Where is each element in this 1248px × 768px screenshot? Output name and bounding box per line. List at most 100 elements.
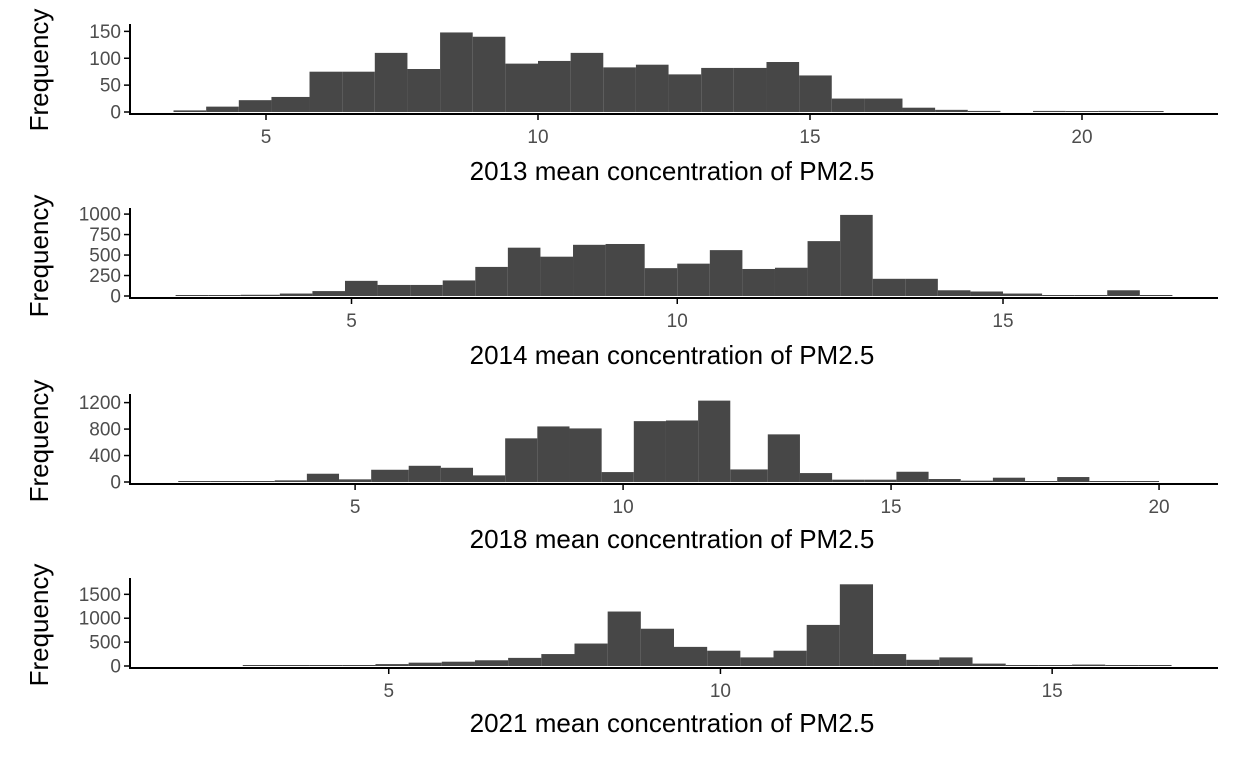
histogram-bar (698, 400, 731, 482)
histogram-bar (935, 109, 968, 112)
histogram-bar (928, 479, 961, 482)
histogram-bar (635, 64, 669, 112)
histogram-bar (939, 657, 973, 666)
x-tick-label: 5 (346, 311, 357, 332)
histogram-bar (707, 650, 741, 666)
histogram-bar (840, 214, 873, 296)
histogram-bar (668, 74, 702, 113)
histogram-bar (601, 472, 634, 482)
histogram-bar (374, 52, 408, 113)
histogram-panel-2: 0 400 800 1200 5 10 15 20 2018 mean concentratio… (24, 380, 1218, 554)
histogram-bar (274, 480, 307, 482)
histogram-bar (1130, 111, 1164, 112)
histogram-bar (873, 654, 907, 666)
histogram-bar (342, 71, 375, 112)
histogram-bar (342, 665, 376, 666)
y-axis-title: Frequency (24, 380, 54, 503)
y-tick-label: 1000 (79, 609, 121, 630)
x-tick-label: 5 (261, 127, 272, 148)
x-tick-label: 10 (710, 681, 731, 702)
histogram-bar (1003, 293, 1043, 296)
histogram-bar (773, 650, 807, 666)
histogram-bar (505, 438, 538, 482)
histogram-bar (767, 434, 800, 482)
histogram-bar (740, 657, 774, 666)
histogram-bar (832, 479, 865, 482)
histogram-bar (799, 473, 833, 482)
y-tick-label: 150 (89, 22, 121, 43)
bars (178, 400, 1160, 482)
y-tick-label: 0 (110, 287, 121, 308)
x-axis-title: 2021 mean concentration of PM2.5 (470, 708, 875, 738)
histogram-bar (573, 244, 606, 296)
histogram-bar (1042, 295, 1075, 296)
histogram-bar (240, 294, 280, 296)
histogram-bar (1074, 295, 1108, 296)
histogram-bar (508, 657, 542, 666)
y-tick-label: 500 (89, 633, 121, 654)
y-tick-label: 1000 (79, 205, 121, 226)
histogram-bar (1057, 477, 1090, 482)
histogram-bar (730, 469, 768, 482)
y-tick-label: 500 (89, 246, 121, 267)
histogram-bar (872, 278, 906, 296)
histogram-bar (442, 280, 476, 296)
histogram-bar (967, 110, 1001, 112)
histogram-bar (238, 100, 272, 112)
histogram-bar (1139, 295, 1173, 296)
histogram-bar (309, 71, 343, 112)
histogram-bar (309, 665, 343, 666)
histogram-bar (377, 284, 411, 296)
histogram-bar (1089, 481, 1127, 482)
histogram-bar (408, 662, 442, 666)
y-tick-label: 800 (89, 420, 121, 441)
histogram-bar (603, 67, 636, 112)
histogram-bar (972, 663, 1006, 666)
histogram-bar (407, 69, 441, 112)
histogram-bar (905, 278, 938, 296)
histogram-bar (173, 110, 207, 112)
histogram-bar (970, 291, 1003, 296)
histogram-bar (709, 250, 743, 296)
histogram-bar (677, 263, 710, 296)
y-tick-label: 1500 (79, 585, 121, 606)
histogram-bar (474, 660, 509, 666)
x-tick-label: 5 (350, 497, 361, 518)
histogram-bar (733, 67, 767, 112)
histogram-bar (279, 293, 313, 296)
histogram-bar (1098, 110, 1131, 112)
histogram-bar (473, 475, 506, 482)
histogram-bar (408, 465, 441, 482)
x-axis-title: 2018 mean concentration of PM2.5 (470, 524, 875, 554)
histogram-bar (1033, 110, 1066, 112)
y-tick-label: 1200 (79, 393, 121, 414)
histogram-bar (175, 295, 209, 296)
histogram-bar (864, 479, 897, 482)
histogram-bar (574, 643, 608, 666)
histogram-bar (1138, 665, 1172, 666)
histogram-bar (839, 584, 874, 666)
histogram-bar (644, 268, 678, 296)
histogram-bar (440, 467, 474, 482)
y-tick-label: 750 (89, 225, 121, 246)
histogram-bar (178, 481, 211, 482)
x-tick-label: 15 (799, 127, 820, 148)
histogram-bar (742, 268, 775, 296)
histogram-bar (701, 67, 734, 112)
histogram-bar (799, 75, 832, 112)
histogram-bar (242, 481, 275, 482)
bars (175, 214, 1173, 296)
histogram-bar (1038, 665, 1073, 666)
histogram-bar (206, 106, 239, 113)
histogram-bar (605, 243, 645, 296)
histogram-bar (344, 280, 378, 296)
x-axis-title: 2014 mean concentration of PM2.5 (470, 340, 875, 370)
x-tick-label: 10 (613, 497, 634, 518)
histogram-bar (441, 661, 475, 666)
y-axis-title: Frequency (24, 564, 54, 687)
histogram-bar (570, 52, 604, 113)
histogram-bar (896, 471, 929, 482)
histogram-bar (507, 247, 541, 296)
y-tick-label: 0 (110, 473, 121, 494)
